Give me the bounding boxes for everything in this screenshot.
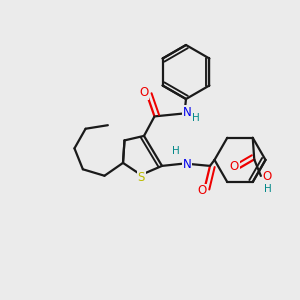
Text: N: N <box>182 106 191 119</box>
Text: O: O <box>263 170 272 183</box>
Text: H: H <box>172 146 179 156</box>
Text: O: O <box>230 160 239 173</box>
Text: O: O <box>140 86 148 99</box>
Text: S: S <box>138 171 145 184</box>
Text: H: H <box>265 184 272 194</box>
Text: N: N <box>182 158 191 171</box>
Text: H: H <box>192 113 200 123</box>
Text: O: O <box>197 184 206 197</box>
